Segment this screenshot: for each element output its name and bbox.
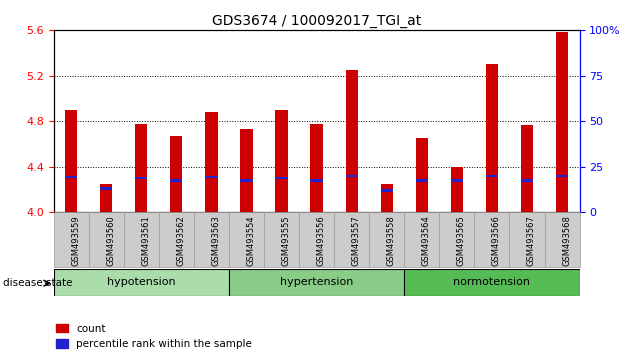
Bar <box>135 124 147 212</box>
Title: GDS3674 / 100092017_TGI_at: GDS3674 / 100092017_TGI_at <box>212 14 421 28</box>
Bar <box>510 212 544 267</box>
Bar <box>544 212 580 267</box>
Bar <box>450 179 463 182</box>
Bar <box>404 212 439 267</box>
Text: hypotension: hypotension <box>107 277 176 287</box>
Text: GSM493568: GSM493568 <box>562 215 571 266</box>
Bar <box>194 212 229 267</box>
Legend: count, percentile rank within the sample: count, percentile rank within the sample <box>55 324 253 349</box>
Bar <box>369 212 404 267</box>
Bar <box>229 212 264 267</box>
Text: GSM493561: GSM493561 <box>141 215 150 266</box>
Bar <box>264 212 299 267</box>
Bar <box>450 167 463 212</box>
Text: GSM493566: GSM493566 <box>492 215 501 266</box>
Bar <box>404 269 580 296</box>
Bar <box>205 112 217 212</box>
Bar <box>170 136 183 212</box>
Bar <box>100 184 112 212</box>
Bar <box>416 138 428 212</box>
Bar <box>205 176 217 178</box>
Text: GSM493555: GSM493555 <box>282 215 290 266</box>
Bar <box>54 212 89 267</box>
Text: GSM493564: GSM493564 <box>422 215 431 266</box>
Bar <box>54 269 229 296</box>
Bar <box>275 110 288 212</box>
Bar <box>229 269 404 296</box>
Bar <box>135 177 147 179</box>
Bar <box>439 212 474 267</box>
Text: GSM493557: GSM493557 <box>352 215 360 266</box>
Bar <box>416 179 428 182</box>
Bar <box>381 184 393 212</box>
Text: GSM493565: GSM493565 <box>457 215 466 266</box>
Bar <box>240 129 253 212</box>
Bar <box>556 32 568 212</box>
Text: GSM493554: GSM493554 <box>246 215 255 266</box>
Bar <box>521 179 533 182</box>
Text: GSM493567: GSM493567 <box>527 215 536 266</box>
Bar <box>345 70 358 212</box>
Bar <box>123 212 159 267</box>
Bar <box>89 212 123 267</box>
Bar <box>345 175 358 177</box>
Bar <box>170 179 183 182</box>
Bar <box>486 64 498 212</box>
Bar <box>65 176 77 178</box>
Text: disease state: disease state <box>3 278 72 288</box>
Bar <box>275 177 288 179</box>
Text: GSM493556: GSM493556 <box>316 215 326 266</box>
Text: GSM493558: GSM493558 <box>387 215 396 266</box>
Text: normotension: normotension <box>454 277 530 287</box>
Text: GSM493562: GSM493562 <box>176 215 185 266</box>
Bar <box>299 212 334 267</box>
Bar <box>521 125 533 212</box>
Bar <box>311 179 323 182</box>
Bar <box>381 189 393 192</box>
Text: GSM493563: GSM493563 <box>211 215 220 266</box>
Bar <box>474 212 510 267</box>
Text: GSM493560: GSM493560 <box>106 215 115 266</box>
Bar <box>159 212 194 267</box>
Bar <box>334 212 369 267</box>
Bar <box>311 124 323 212</box>
Text: hypertension: hypertension <box>280 277 353 287</box>
Bar <box>486 175 498 177</box>
Bar <box>100 187 112 190</box>
Bar <box>65 110 77 212</box>
Text: GSM493559: GSM493559 <box>71 215 80 266</box>
Bar <box>240 179 253 182</box>
Bar <box>556 175 568 177</box>
